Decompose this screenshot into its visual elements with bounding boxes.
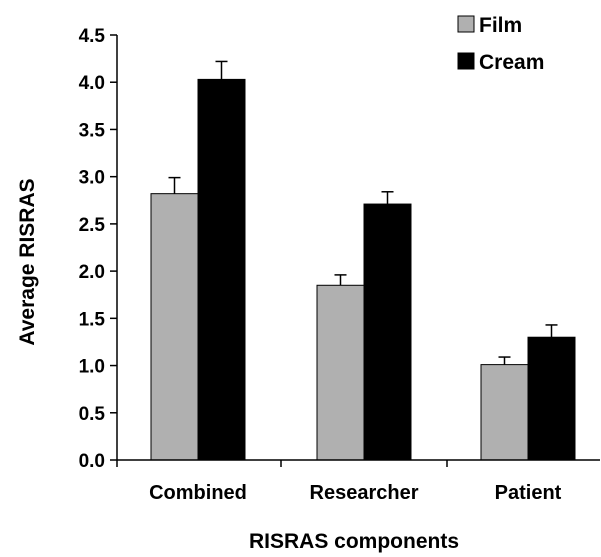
y-axis-title: Average RISRAS bbox=[16, 178, 39, 345]
y-tick-label: 2.0 bbox=[79, 262, 105, 283]
y-tick-label: 1.0 bbox=[79, 357, 105, 378]
y-tick-label: 4.0 bbox=[79, 73, 105, 94]
axes bbox=[116, 35, 600, 467]
bar-cream-researcher bbox=[363, 203, 412, 461]
y-axis-ticks: 0.0 0.5 1.0 1.5 2.0 2.5 3.0 3.5 4.0 4.5 bbox=[79, 26, 117, 472]
y-tick-label: 3.0 bbox=[79, 168, 105, 189]
bar-film-researcher bbox=[316, 284, 365, 461]
x-axis-title: RISRAS components bbox=[249, 530, 459, 553]
x-axis-categories: Combined Researcher Patient bbox=[149, 482, 562, 504]
legend-label-film: Film bbox=[479, 14, 522, 37]
y-tick-label: 0.5 bbox=[79, 404, 106, 425]
x-category-label: Researcher bbox=[310, 482, 419, 504]
bar-film-combined bbox=[150, 193, 199, 461]
legend-swatch-film bbox=[457, 15, 475, 33]
y-tick-label: 0.0 bbox=[79, 451, 105, 472]
legend-label-cream: Cream bbox=[479, 51, 544, 74]
bar-cream-patient bbox=[527, 336, 576, 461]
y-tick-label: 2.5 bbox=[79, 215, 106, 236]
legend: Film Cream bbox=[457, 14, 544, 74]
x-category-label: Patient bbox=[495, 482, 562, 504]
y-tick-label: 4.5 bbox=[79, 26, 106, 47]
bar-film-patient bbox=[480, 364, 529, 461]
legend-swatch-cream bbox=[457, 52, 475, 70]
y-tick-label: 3.5 bbox=[79, 120, 106, 141]
x-category-label: Combined bbox=[149, 482, 247, 504]
bars bbox=[150, 60, 576, 461]
bar-cream-combined bbox=[197, 78, 246, 461]
y-tick-label: 1.5 bbox=[79, 309, 106, 330]
